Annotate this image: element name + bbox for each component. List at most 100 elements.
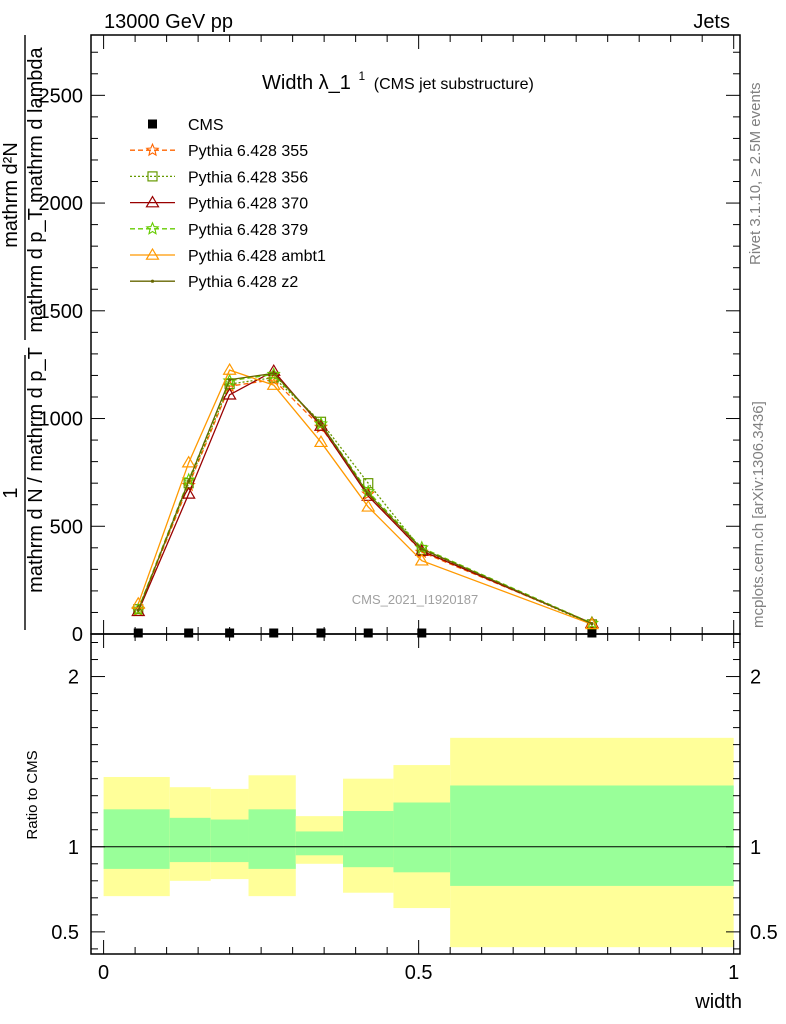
x-tick-label: 1 [728, 962, 739, 984]
main-plot-ytick-labels: 0 500 1000 1500 2000 2500 [39, 85, 84, 646]
legend-label: Pythia 6.428 z2 [188, 274, 298, 291]
data-point [133, 628, 143, 638]
legend-marker [145, 195, 160, 208]
legend-marker [145, 142, 160, 157]
legend-label: Pythia 6.428 379 [188, 222, 308, 239]
data-point [417, 628, 427, 638]
data-point [222, 387, 237, 400]
rivet-version-label: Rivet 3.1.10, ≥ 2.5M events [747, 83, 764, 266]
uncertainty-band-inner [450, 785, 734, 886]
series-0 [133, 628, 597, 638]
main-plot-ticks [91, 35, 740, 635]
series-2 [133, 372, 598, 630]
ratio-plot-frame [90, 633, 741, 955]
mcplots-label: mcplots.cern.ch [arXiv:1306.3436] [750, 401, 767, 628]
data-point [414, 540, 429, 554]
y-tick-label: 2500 [39, 85, 84, 107]
header-energy-label: 13000 GeV pp [104, 11, 233, 33]
x-tick-label: 0 [98, 962, 109, 984]
plot-title-main: Width λ_1 [262, 72, 351, 94]
legend-label: CMS [188, 117, 224, 134]
ratio-y-tick-label-left: 0.5 [51, 922, 79, 944]
data-point [587, 628, 597, 638]
data-point [266, 366, 281, 381]
y-tick-label: 0 [72, 624, 83, 646]
y-axis-label-left-numerator: 1 [0, 487, 22, 498]
legend-item: CMS [148, 117, 224, 134]
legend-label: Pythia 6.428 370 [188, 196, 308, 213]
legend-label: Pythia 6.428 355 [188, 143, 308, 160]
series-line [137, 369, 593, 625]
series-6 [136, 371, 594, 626]
y-tick-label: 2000 [39, 193, 84, 215]
legend-marker [147, 171, 158, 182]
data-point [136, 608, 140, 612]
header-jets-label: Jets [693, 11, 730, 33]
uncertainty-band-inner [248, 809, 296, 869]
uncertainty-band-inner [210, 819, 249, 863]
ratio-ytick-labels: 0.5 0.5 1 1 2 2 [51, 667, 778, 944]
data-point [266, 377, 281, 390]
ratio-y-tick-label-left: 1 [68, 837, 79, 859]
data-point [269, 628, 279, 638]
y-axis-label-right-numerator: mathrm d²N [0, 142, 22, 248]
main-plot-series [131, 362, 599, 638]
legend-item: Pythia 6.428 355 [130, 142, 308, 160]
data-point [420, 547, 424, 551]
y-tick-label: 1500 [39, 301, 84, 323]
legend-item: Pythia 6.428 379 [130, 221, 308, 239]
data-point [313, 416, 329, 430]
x-axis-label: width [694, 991, 742, 1013]
legend-marker [150, 279, 155, 283]
data-point [272, 371, 276, 375]
uncertainty-band-inner [343, 811, 394, 868]
data-point [313, 435, 329, 448]
data-point [225, 628, 235, 638]
ratio-plot-panel: 0.5 0.51 12 2 0 0.5 1 Ratio to CMS width [24, 633, 778, 1013]
data-point [363, 628, 373, 638]
ratio-y-tick-label-left: 2 [68, 667, 79, 689]
data-point [361, 499, 376, 512]
ratio-y-axis-label: Ratio to CMS [24, 750, 41, 839]
y-axis-label-right-denominator: mathrm d p_T mathrm d lambda [25, 46, 47, 332]
uncertainty-band-inner [103, 809, 170, 869]
data-point [316, 628, 326, 638]
y-tick-label: 1000 [39, 409, 84, 431]
plot-subtitle: (CMS jet substructure) [374, 76, 534, 93]
ratio-y-tick-label-right: 0.5 [750, 922, 778, 944]
legend-item: Pythia 6.428 356 [130, 169, 308, 186]
data-point [366, 492, 370, 496]
data-point [131, 601, 146, 616]
data-point [319, 422, 323, 426]
series-line [137, 379, 593, 624]
analysis-watermark: CMS_2021_I1920187 [352, 592, 479, 607]
legend-marker [148, 119, 157, 129]
x-tick-labels: 0 0.5 1 [98, 962, 739, 984]
ratio-y-tick-label-right: 1 [750, 837, 761, 859]
x-tick-label: 0.5 [405, 962, 433, 984]
y-axis-label-left-denominator: mathrm d N / mathrm d p_T [25, 347, 47, 593]
data-point [181, 486, 196, 499]
uncertainty-band-inner [393, 802, 451, 873]
legend-label: Pythia 6.428 356 [188, 169, 308, 186]
y-tick-label: 500 [50, 516, 83, 538]
data-point [584, 617, 599, 630]
data-point [414, 553, 429, 566]
legend-item: Pythia 6.428 z2 [130, 274, 298, 291]
legend-item: Pythia 6.428 ambt1 [130, 247, 326, 265]
ratio-y-tick-label-right: 2 [750, 667, 761, 689]
legend-marker [145, 221, 160, 235]
legend-item: Pythia 6.428 370 [130, 195, 308, 213]
ratio-plot-ticks [91, 634, 740, 954]
uncertainty-band-inner [295, 831, 344, 856]
legend-label: Pythia 6.428 ambt1 [188, 248, 326, 265]
data-point [363, 478, 374, 489]
main-plot-panel: 0 500 1000 1500 2000 2500 Width λ_1 1 (CMS je… [0, 34, 741, 646]
legend-marker [145, 247, 160, 260]
plot-title-superscript: 1 [359, 69, 366, 83]
uncertainty-band-inner [169, 817, 211, 863]
legend: CMS Pythia 6.428 355 Pythia 6.428 356 Pythi… [130, 117, 326, 291]
data-point [590, 622, 594, 626]
series-line [137, 372, 593, 625]
